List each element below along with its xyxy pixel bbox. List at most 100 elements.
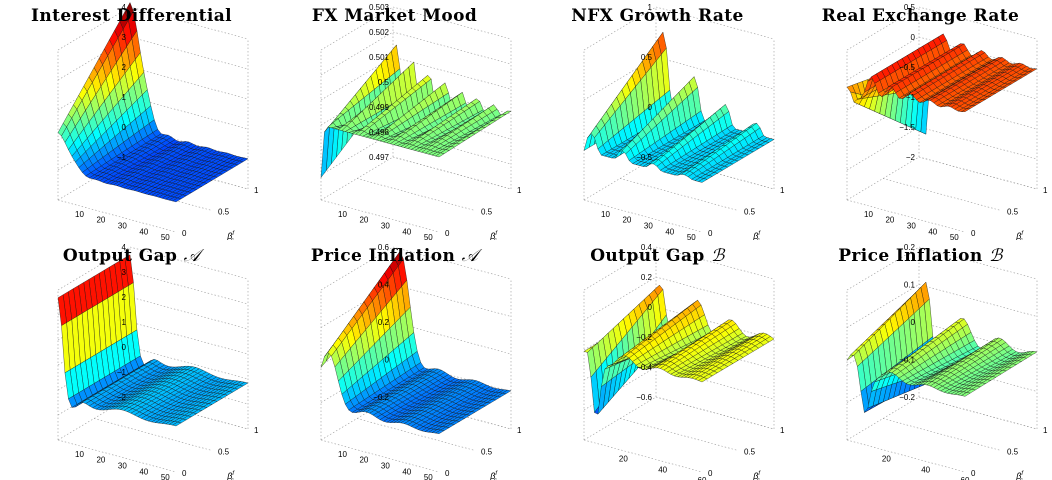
- z-tick-label: 0.498: [369, 128, 390, 137]
- z-tick-label: 4: [122, 243, 127, 252]
- x-tick-label: 10: [338, 210, 347, 219]
- surface-mesh: [57, 254, 249, 427]
- surface-mesh: [846, 33, 1038, 135]
- x-tick-label: 10: [338, 450, 347, 459]
- x-tick-label: 40: [402, 227, 411, 236]
- y-tick-label: 1: [254, 426, 259, 435]
- chart-panel-price-inflation-a: 0.6 0.4 0.2 0 −0.2 10 20 30 40 50 0 0.5 1 βfs Price I…: [263, 240, 526, 480]
- z-tick-label: 0: [385, 356, 390, 365]
- x-tick-label: 40: [928, 227, 937, 236]
- z-tick-label: 0: [648, 303, 653, 312]
- z-tick-label: 0: [648, 103, 653, 112]
- chart-panel-real-exchange-rate: 0.5 0 −0.5 −1 −1.5 −2 10 20 30 40 50 0 0.5 1 βfs Real …: [789, 0, 1052, 240]
- surface-plot-svg: 1 0.5 0 −0.5 10 20 30 40 50 0 0.5 1 βfs: [583, 3, 785, 240]
- z-tick-label: 0.503: [369, 3, 390, 12]
- x-tick-label: 40: [139, 467, 148, 476]
- y-tick-label: 1: [780, 426, 785, 435]
- x-tick-label: 20: [359, 216, 368, 225]
- y-tick-label: 0: [182, 229, 187, 238]
- z-tick-label: −0.2: [636, 333, 652, 342]
- x-tick-label: 40: [402, 467, 411, 476]
- z-tick-label: 0: [122, 123, 127, 132]
- surface-mesh: [320, 251, 512, 434]
- x-tick-label: 30: [907, 221, 916, 230]
- y-axis-label: βfs: [1015, 231, 1024, 240]
- z-tick-label: 0.5: [904, 3, 916, 12]
- y-axis-label: βfs: [226, 471, 235, 480]
- z-tick-label: −0.4: [636, 363, 652, 372]
- axis-box-grid: [57, 246, 249, 473]
- z-tick-label: 0: [122, 343, 127, 352]
- z-tick-label: −1: [117, 368, 127, 377]
- y-tick-label: 1: [517, 186, 522, 195]
- x-tick-label: 10: [601, 210, 610, 219]
- surface-mesh: [846, 281, 1038, 413]
- y-tick-label: 1: [254, 186, 259, 195]
- y-axis-label: βfs: [752, 231, 761, 240]
- z-tick-label: 1: [122, 93, 127, 102]
- z-tick-label: 0.4: [641, 243, 653, 252]
- z-tick-label: 0.4: [378, 281, 390, 290]
- y-axis-label: βfs: [1015, 471, 1024, 480]
- x-tick-label: 30: [118, 221, 127, 230]
- z-tick-label: −0.1: [899, 356, 915, 365]
- chart-title: Price Inflation ℬ: [838, 246, 1003, 266]
- z-tick-label: −2: [906, 153, 916, 162]
- y-tick-label: 1: [1043, 186, 1048, 195]
- x-tick-label: 50: [424, 233, 433, 240]
- surface-plot-svg: 0.5030.5020.5010.50.4990.4980.4971020304…: [320, 3, 522, 240]
- x-tick-label: 20: [96, 216, 105, 225]
- y-tick-label: 0: [971, 469, 976, 478]
- z-tick-label: 0: [911, 33, 916, 42]
- z-tick-label: 0.499: [369, 103, 390, 112]
- surface-plot-svg: 0.6 0.4 0.2 0 −0.2 10 20 30 40 50 0 0.5 1 βfs: [320, 243, 522, 480]
- y-axis-label: βfs: [752, 471, 761, 480]
- z-tick-label: −0.2: [899, 393, 915, 402]
- z-tick-label: 3: [122, 268, 127, 277]
- z-tick-label: −0.2: [373, 393, 389, 402]
- y-tick-label: 0.5: [744, 208, 756, 217]
- surface-mesh: [583, 31, 775, 183]
- x-tick-label: 40: [139, 227, 148, 236]
- y-tick-label: 0: [971, 229, 976, 238]
- chart-title: Real Exchange Rate: [821, 6, 1020, 26]
- x-tick-label: 10: [75, 210, 84, 219]
- z-tick-label: −0.6: [636, 393, 652, 402]
- z-tick-label: 0.5: [641, 53, 653, 62]
- chart-title: Output Gap ℬ: [590, 246, 725, 266]
- chart-title: NFX Growth Rate: [571, 6, 744, 26]
- x-tick-label: 30: [644, 221, 653, 230]
- chart-title: Price Inflation 𝒜: [310, 246, 479, 266]
- z-tick-label: 0.1: [904, 281, 916, 290]
- z-tick-label: −1: [117, 153, 127, 162]
- x-tick-label: 60: [961, 476, 970, 480]
- chart-panel-nfx-growth-rate: 1 0.5 0 −0.5 10 20 30 40 50 0 0.5 1 βfs NFX Growth R…: [526, 0, 789, 240]
- x-tick-label: 20: [619, 455, 628, 464]
- z-tick-label: −1: [906, 93, 916, 102]
- chart-title: Output Gap 𝒜: [62, 246, 201, 266]
- y-tick-label: 0: [708, 229, 713, 238]
- chart-title: Interest Differential: [30, 6, 233, 26]
- z-tick-label: 2: [122, 63, 127, 72]
- y-tick-label: 0: [182, 469, 187, 478]
- z-tick-label: 0.5: [378, 78, 390, 87]
- chart-panel-price-inflation-b: 0.20.10−0.1−0.220406000.51βfs Price Infl…: [789, 240, 1052, 480]
- x-tick-label: 50: [950, 233, 959, 240]
- y-tick-label: 0: [445, 469, 450, 478]
- surface-mesh: [320, 44, 512, 179]
- y-tick-label: 0.5: [744, 448, 756, 457]
- y-tick-label: 0: [445, 229, 450, 238]
- x-tick-label: 10: [75, 450, 84, 459]
- y-axis-label: βfs: [489, 471, 498, 480]
- surface-mesh: [583, 284, 775, 415]
- x-tick-label: 20: [885, 216, 894, 225]
- y-tick-label: 1: [517, 426, 522, 435]
- y-axis-label: βfs: [489, 231, 498, 240]
- y-tick-label: 0: [708, 469, 713, 478]
- z-tick-label: 1: [648, 3, 653, 12]
- z-tick-label: 0.501: [369, 53, 390, 62]
